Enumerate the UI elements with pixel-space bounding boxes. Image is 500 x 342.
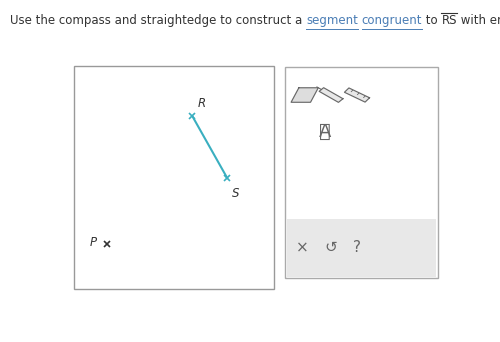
Text: A: A [319, 123, 332, 141]
Text: segment: segment [306, 14, 358, 27]
Text: ?: ? [353, 240, 361, 255]
Text: congruent: congruent [362, 14, 422, 27]
Text: P: P [90, 236, 97, 249]
Text: Ⲫ: Ⲫ [320, 122, 331, 141]
Text: to: to [422, 14, 442, 27]
Polygon shape [344, 88, 370, 102]
Text: with endpoint: with endpoint [457, 14, 500, 27]
Text: R: R [198, 96, 206, 109]
Polygon shape [319, 88, 343, 102]
Text: ↺: ↺ [324, 240, 338, 255]
FancyBboxPatch shape [74, 66, 274, 289]
Text: Use the compass and straightedge to construct a: Use the compass and straightedge to cons… [10, 14, 306, 27]
Polygon shape [291, 88, 318, 102]
FancyBboxPatch shape [286, 67, 438, 278]
Text: S: S [232, 187, 239, 200]
Text: ×: × [296, 240, 309, 255]
Text: RS: RS [442, 14, 457, 27]
FancyBboxPatch shape [287, 219, 436, 277]
